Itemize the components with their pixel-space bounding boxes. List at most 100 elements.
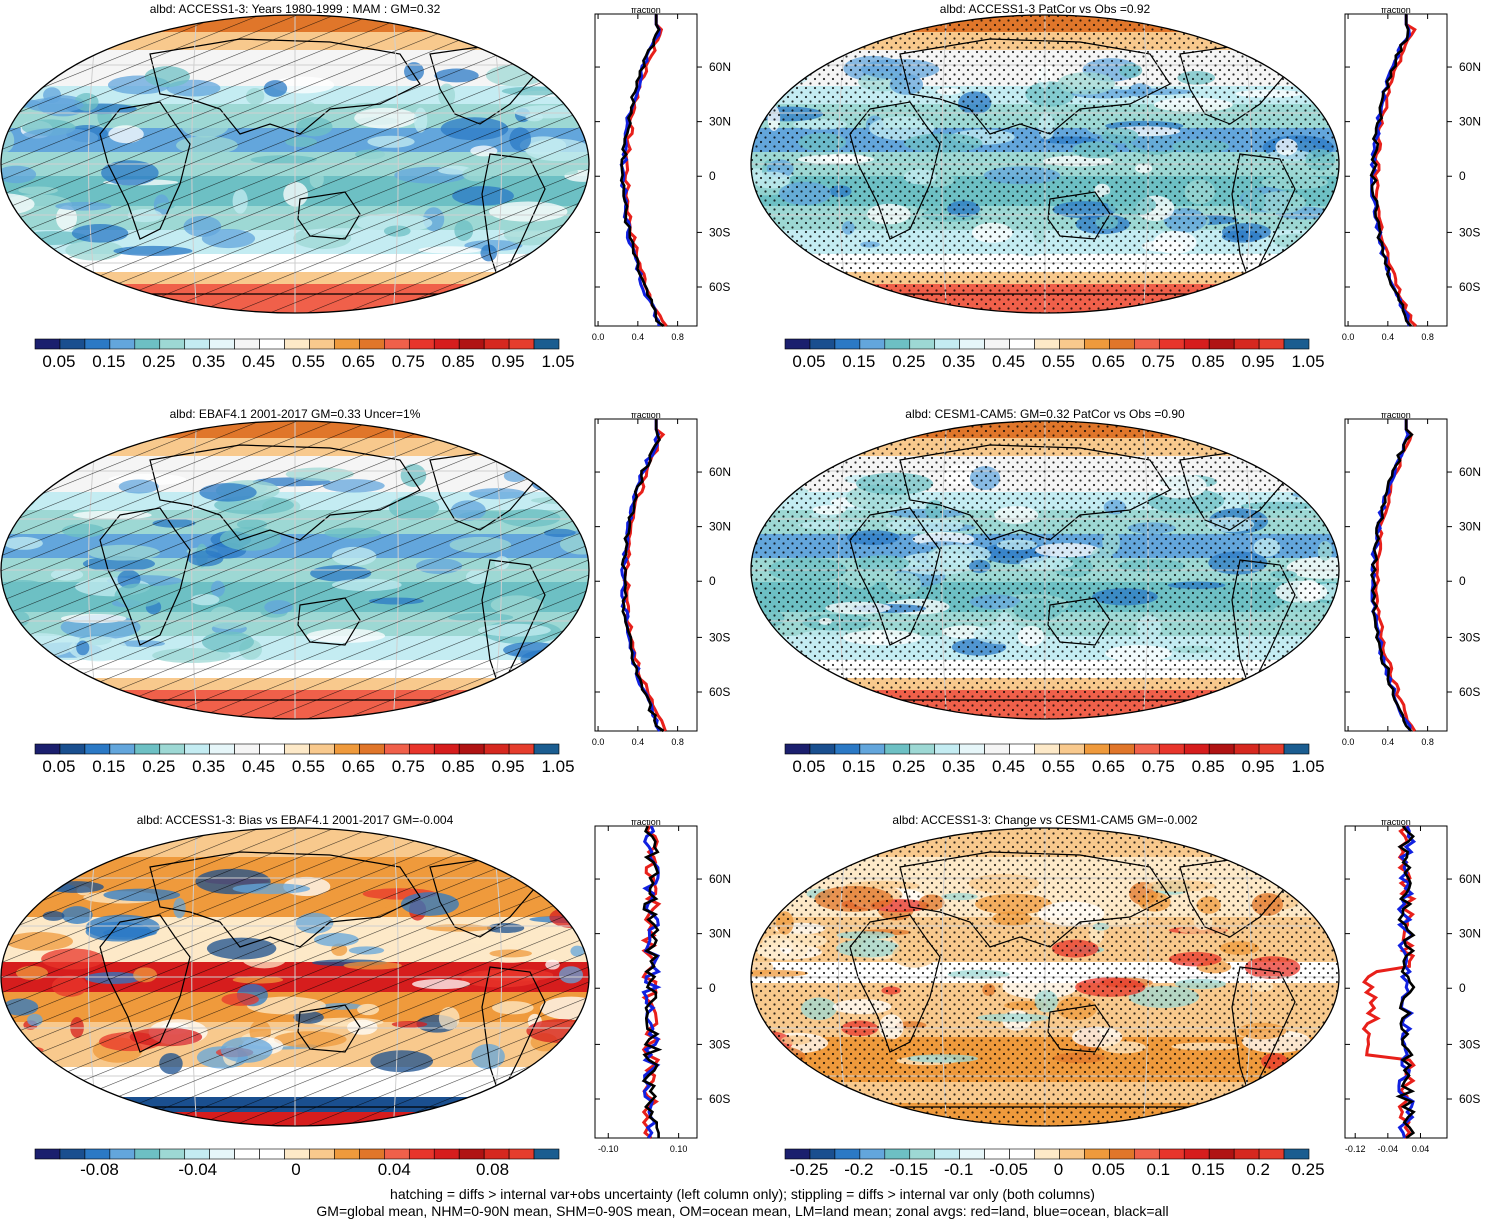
colorbar-tick-label: 0.95: [1241, 757, 1275, 776]
colorbar-swatch: [259, 743, 285, 755]
colorbar-swatch: [1109, 338, 1135, 350]
zonal-lat-label: 60N: [709, 465, 731, 479]
zonal-x-tick-label: -0.10: [598, 1144, 619, 1154]
colorbar-tick-label: 0.15: [1191, 1160, 1225, 1179]
colorbar-swatch: [909, 743, 936, 755]
hatching-overlay: [1, 421, 589, 719]
zonal-lat-label: 30S: [1459, 630, 1480, 644]
zonal-x-tick-label: 0.4: [632, 332, 645, 342]
colorbar-swatch: [309, 1148, 335, 1160]
colorbar-swatch: [334, 1148, 360, 1160]
colorbar-swatch: [1233, 743, 1260, 755]
zonal-lat-label: 60N: [1459, 465, 1481, 479]
footnote-legend: GM=global mean, NHM=0-90N mean, SHM=0-90…: [316, 1203, 1169, 1219]
colorbar-swatch: [1134, 338, 1160, 350]
colorbar-swatch: [34, 1148, 61, 1160]
colorbar-swatch: [533, 743, 560, 755]
colorbar-swatch: [284, 743, 310, 755]
zonal-lat-label: 30S: [709, 630, 730, 644]
map-field: [1, 421, 589, 719]
stippling-overlay: [751, 828, 1339, 1126]
colorbar-swatch: [1084, 743, 1110, 755]
colorbar-swatch: [809, 338, 836, 350]
zonal-all-line: [1369, 14, 1412, 327]
zonal-ocean-line: [1396, 825, 1417, 1139]
colorbar-swatch: [458, 338, 485, 350]
colorbar-swatch: [184, 338, 210, 350]
colorbar-swatch: [909, 338, 936, 350]
zonal-lat-label: 60S: [1459, 685, 1480, 699]
colorbar-tick-label: 0.85: [1191, 352, 1225, 371]
colorbar-swatch: [1034, 338, 1060, 350]
colorbar: [784, 743, 1310, 755]
colorbar-swatch: [59, 1148, 86, 1160]
zonal-x-tick-label: 0.10: [670, 1144, 688, 1154]
colorbar-tick-label: 0: [291, 1160, 301, 1179]
zonal-all-line: [1370, 419, 1414, 732]
colorbar-swatch: [859, 743, 886, 755]
colorbar-swatch: [1233, 338, 1260, 350]
colorbar-swatch: [884, 743, 911, 755]
colorbar-swatch: [234, 1148, 260, 1160]
colorbar-tick-label: 0.1: [1146, 1160, 1171, 1179]
zonal-all-line: [619, 14, 665, 328]
colorbar-swatch: [984, 338, 1010, 350]
colorbar-tick-label: 0.25: [1291, 1160, 1325, 1179]
zonal-lat-label: 60S: [1459, 1092, 1480, 1106]
hatching-overlay: [1, 828, 589, 1126]
map-field: [1, 828, 589, 1126]
colorbar-tick-label: 0.25: [142, 352, 176, 371]
colorbar-swatch: [508, 338, 535, 350]
colorbar-swatch: [959, 743, 985, 755]
colorbar-swatch: [134, 338, 161, 350]
zonal-lat-label: 60N: [1459, 872, 1481, 886]
colorbar-tick-label: -0.08: [80, 1160, 119, 1179]
colorbar-swatch: [959, 1148, 985, 1160]
colorbar-swatch: [1183, 1148, 1210, 1160]
colorbar-swatch: [809, 1148, 836, 1160]
colorbar-tick-label: -0.2: [844, 1160, 874, 1179]
colorbar-swatch: [508, 1148, 535, 1160]
map-field: [751, 15, 1339, 313]
colorbar-swatch: [359, 1148, 385, 1160]
zonal-lat-label: 0: [1459, 574, 1466, 588]
zonal-ocean-line: [1370, 419, 1412, 732]
colorbar-tick-label: 0.65: [1091, 757, 1125, 776]
colorbar-swatch: [1158, 1148, 1185, 1160]
colorbar-swatch: [34, 338, 61, 350]
zonal-lat-label: 60N: [709, 60, 731, 74]
colorbar-swatch: [1258, 743, 1285, 755]
colorbar-swatch: [934, 743, 960, 755]
colorbar-swatch: [784, 1148, 811, 1160]
zonal-lat-label: 60S: [709, 685, 730, 699]
colorbar-tick-label: 0.95: [1241, 352, 1275, 371]
map-field: [1, 15, 589, 313]
colorbar-swatch: [784, 743, 811, 755]
colorbar-swatch: [533, 1148, 560, 1160]
colorbar-tick-label: 1.05: [541, 757, 575, 776]
colorbar-swatch: [834, 743, 861, 755]
colorbar-swatch: [209, 743, 235, 755]
colorbar-swatch: [1208, 743, 1235, 755]
colorbar-tick-label: -0.25: [789, 1160, 829, 1179]
colorbar-swatch: [1208, 338, 1235, 350]
colorbar-swatch: [1084, 338, 1110, 350]
colorbar-tick-label: 0.15: [92, 757, 126, 776]
zonal-lat-label: 0: [709, 574, 716, 588]
colorbar-tick-label: 0.35: [942, 757, 976, 776]
colorbar-swatch: [159, 1148, 186, 1160]
colorbar-swatch: [234, 338, 260, 350]
colorbar-swatch: [1233, 1148, 1260, 1160]
colorbar-swatch: [1258, 1148, 1285, 1160]
colorbar-swatch: [84, 743, 111, 755]
colorbar: [34, 338, 560, 350]
colorbar-swatch: [284, 1148, 310, 1160]
zonal-lat-label: 60N: [709, 872, 731, 886]
zonal-average-plot: fraction 60N 30N 0 30S 60S -0.10 0.10: [594, 820, 731, 1154]
zonal-x-tick-label: 0.8: [671, 737, 684, 747]
colorbar-swatch: [84, 338, 111, 350]
colorbar-swatch: [34, 743, 61, 755]
colorbar-tick-label: 0.15: [842, 757, 876, 776]
colorbar-swatch: [159, 338, 186, 350]
colorbar-tick-label: 0.65: [1091, 352, 1125, 371]
